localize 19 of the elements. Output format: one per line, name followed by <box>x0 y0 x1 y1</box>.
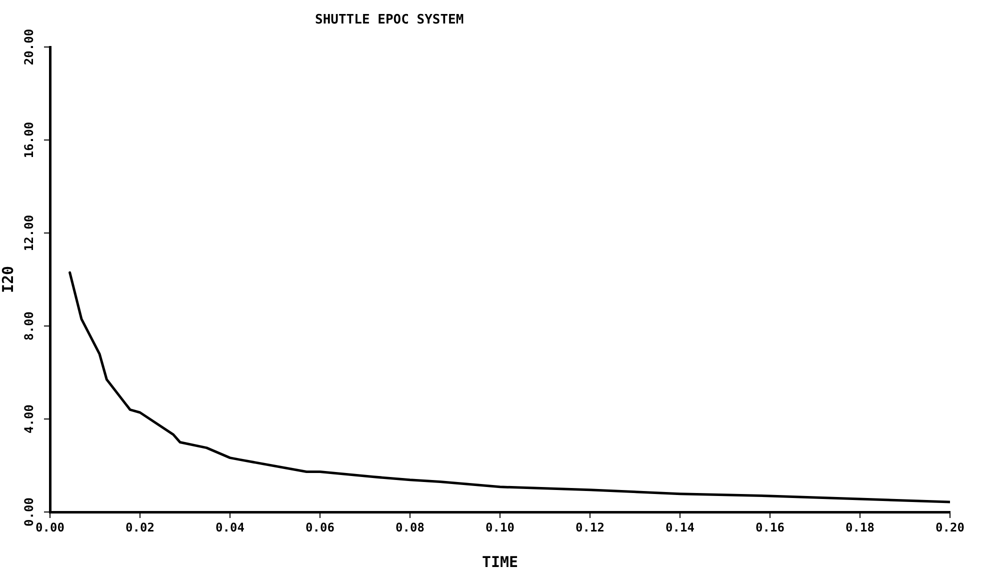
x-tick-label: 0.18 <box>846 520 874 534</box>
y-tick-label: 12.00 <box>22 214 36 252</box>
x-tick-label: 0.10 <box>486 520 514 534</box>
y-tick-label: 20.00 <box>22 28 36 66</box>
x-tick-label: 0.16 <box>756 520 784 534</box>
x-tick-label: 0.00 <box>36 520 64 534</box>
y-axis-title: I20 <box>0 266 17 294</box>
y-tick-label: 16.00 <box>22 122 36 158</box>
x-tick-label: 0.20 <box>936 520 964 534</box>
x-tick-label: 0.04 <box>216 520 244 534</box>
x-tick-label: 0.08 <box>396 520 424 534</box>
x-tick-label: 0.06 <box>306 520 334 534</box>
chart-title: SHUTTLE EPOC SYSTEM <box>315 12 464 28</box>
y-tick-label: 4.00 <box>22 404 36 434</box>
x-axis-title: TIME <box>482 552 518 571</box>
x-tick-label: 0.14 <box>666 520 694 534</box>
y-tick-label: 8.00 <box>22 312 36 340</box>
x-tick-label: 0.12 <box>576 520 604 534</box>
x-tick-label: 0.02 <box>126 520 154 534</box>
